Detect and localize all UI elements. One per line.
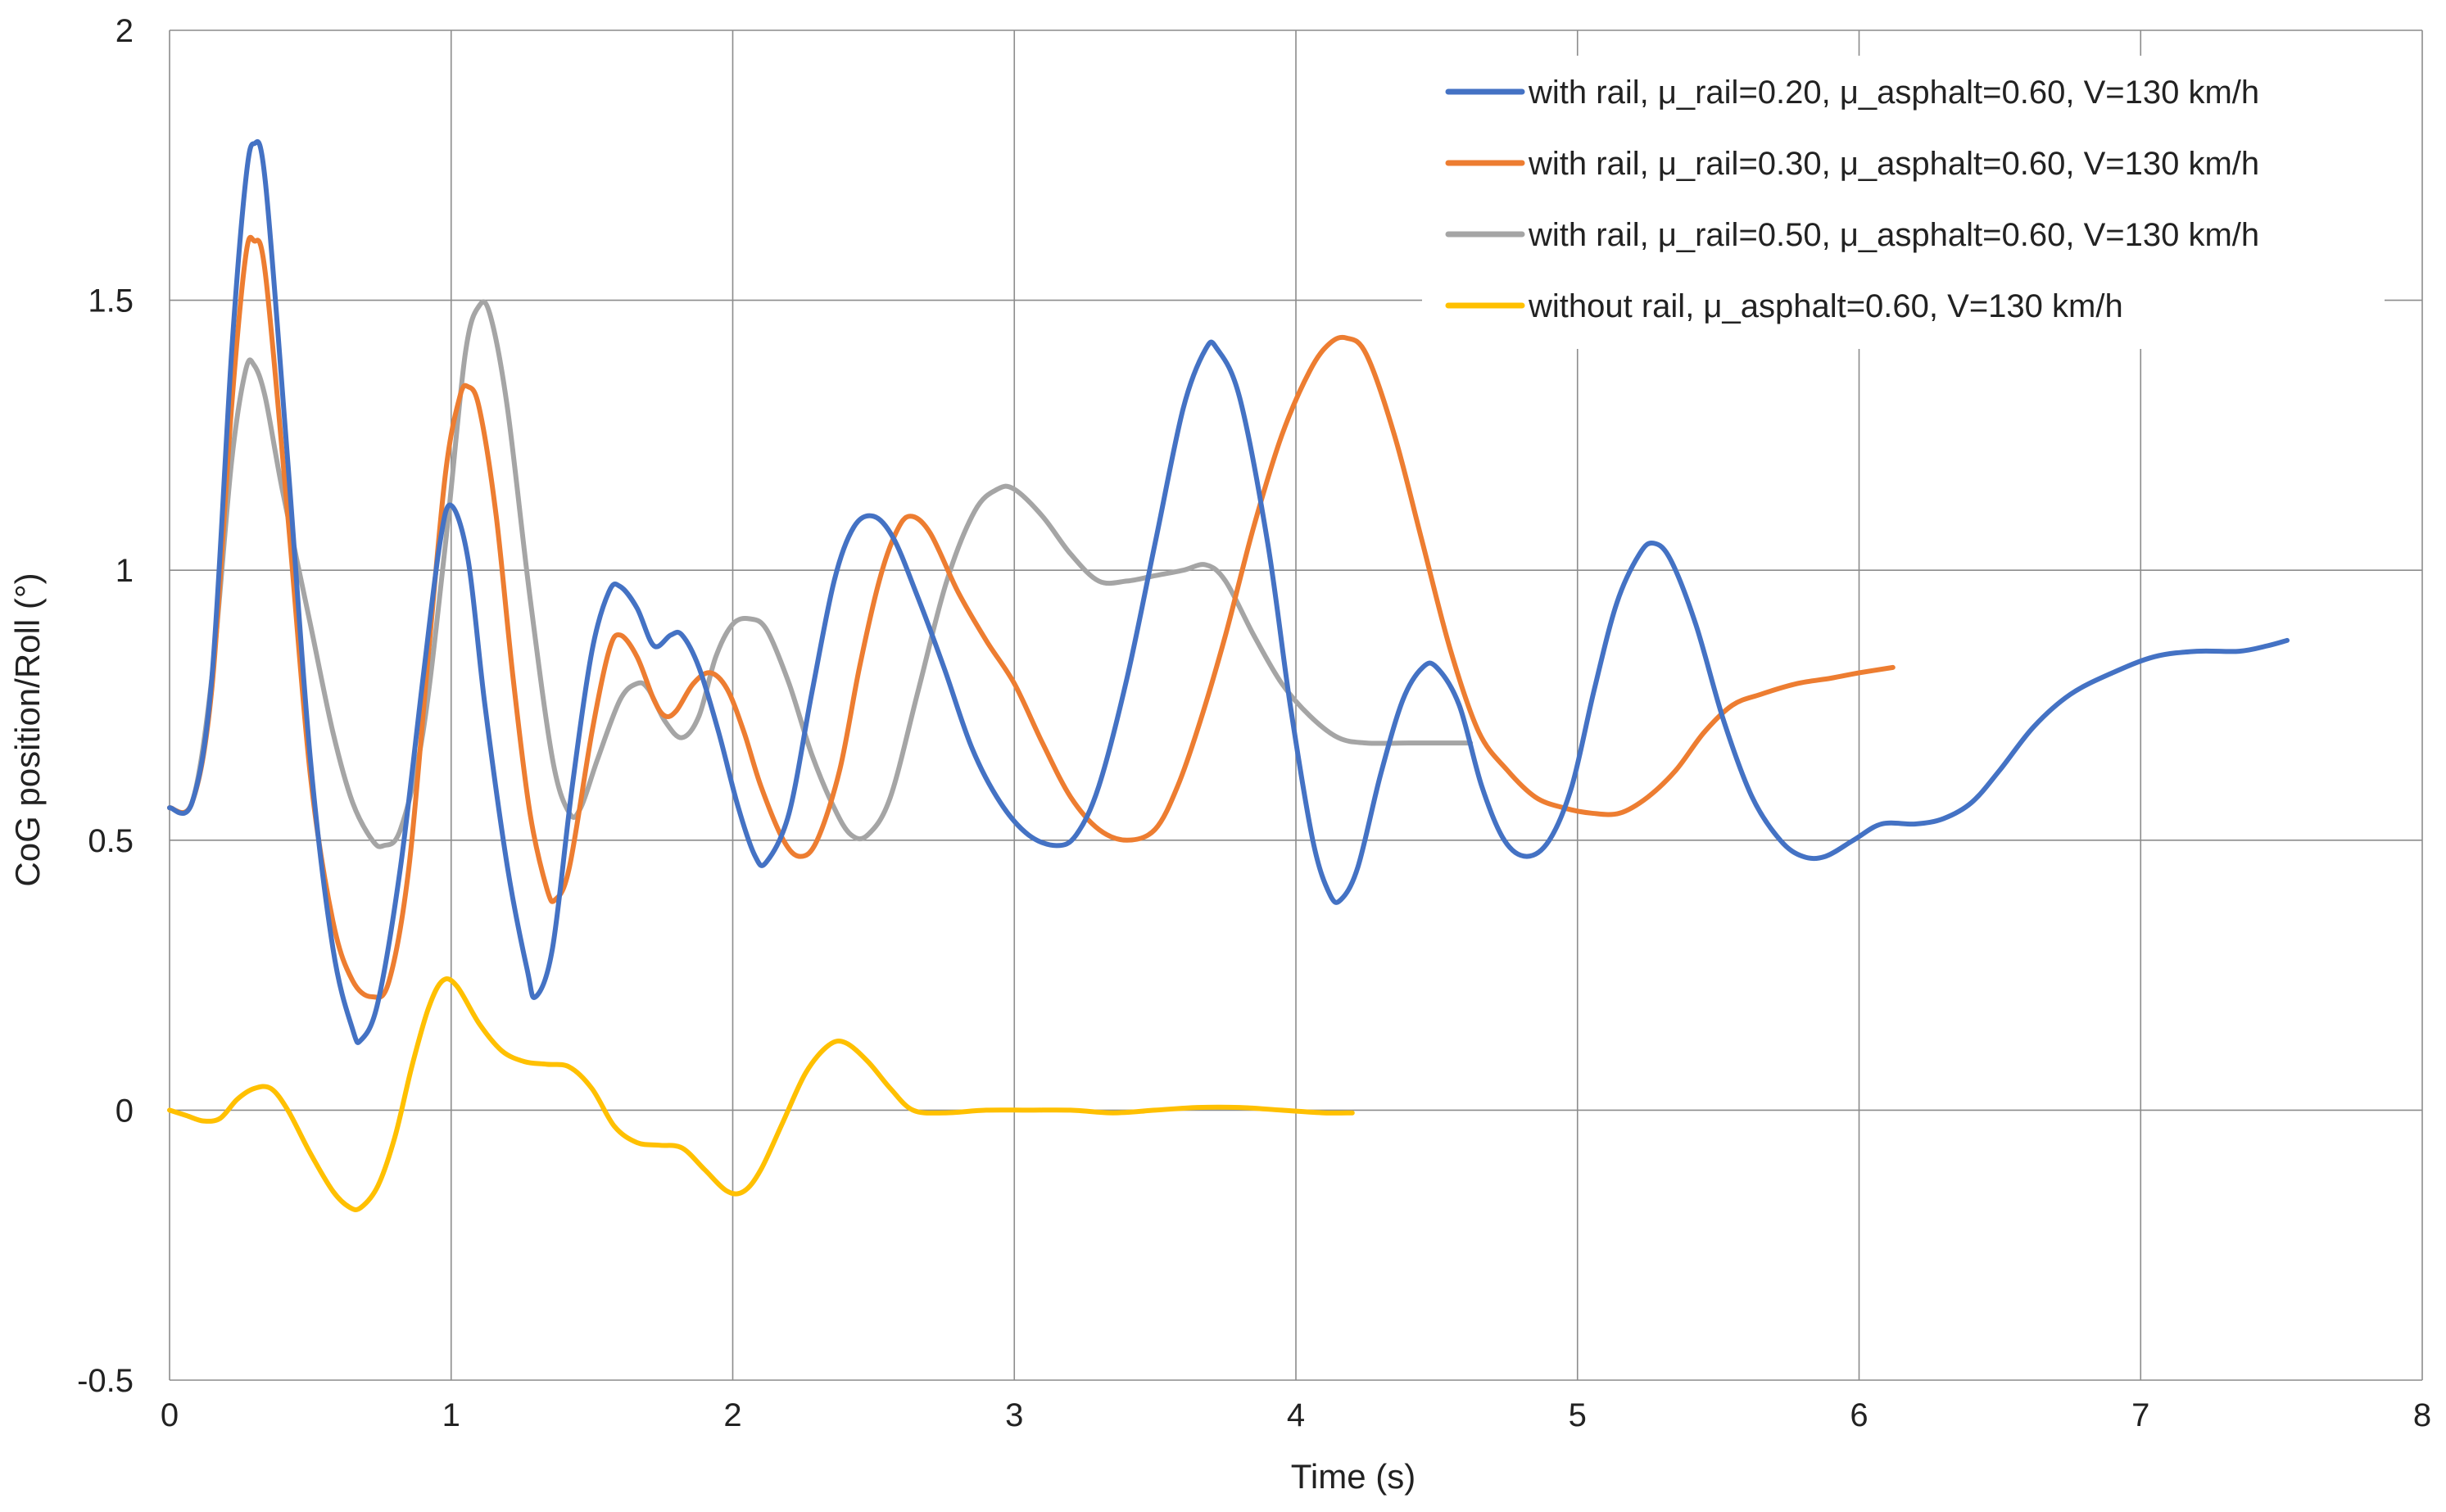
x-tick-label: 8 xyxy=(2413,1397,2431,1433)
x-tick-label: 6 xyxy=(1850,1397,1868,1433)
series-line-2 xyxy=(167,234,1896,1000)
legend-label-3: with rail, μ_rail=0.50, μ_asphalt=0.60, … xyxy=(1528,217,2259,253)
x-axis-title: Time (s) xyxy=(1291,1457,1416,1496)
x-tick-label: 0 xyxy=(161,1397,179,1433)
x-tick-label: 3 xyxy=(1005,1397,1023,1433)
series-line-4 xyxy=(167,976,1355,1212)
series-line-3 xyxy=(167,299,1474,849)
y-tick-label: 2 xyxy=(116,13,134,49)
x-tick-label: 1 xyxy=(442,1397,460,1433)
y-axis-title: CoG position/Roll (°) xyxy=(8,573,47,886)
legend-label-4: without rail, μ_asphalt=0.60, V=130 km/h xyxy=(1528,288,2123,324)
y-tick-label: -0.5 xyxy=(77,1363,134,1399)
series-line-1 xyxy=(167,139,2290,1045)
legend-box xyxy=(1422,56,2385,349)
legend-label-2: with rail, μ_rail=0.30, μ_asphalt=0.60, … xyxy=(1528,146,2259,182)
axis-titles: Time (s) CoG position/Roll (°) xyxy=(8,573,1416,1496)
x-tick-label: 7 xyxy=(2131,1397,2149,1433)
y-tick-label: 1.5 xyxy=(88,283,134,319)
y-tick-label: 0.5 xyxy=(88,823,134,859)
legend: with rail, μ_rail=0.20, μ_asphalt=0.60, … xyxy=(1422,56,2385,349)
x-tick-label: 4 xyxy=(1287,1397,1305,1433)
tick-labels: 0 1 2 3 4 5 6 7 8 -0.5 0 0.5 1 1.5 2 xyxy=(77,13,2431,1433)
y-tick-label: 0 xyxy=(116,1093,134,1129)
y-tick-label: 1 xyxy=(116,553,134,589)
x-tick-label: 2 xyxy=(723,1397,741,1433)
x-tick-label: 5 xyxy=(1569,1397,1587,1433)
plot-lines xyxy=(167,139,2290,1212)
legend-label-1: with rail, μ_rail=0.20, μ_asphalt=0.60, … xyxy=(1528,75,2259,111)
